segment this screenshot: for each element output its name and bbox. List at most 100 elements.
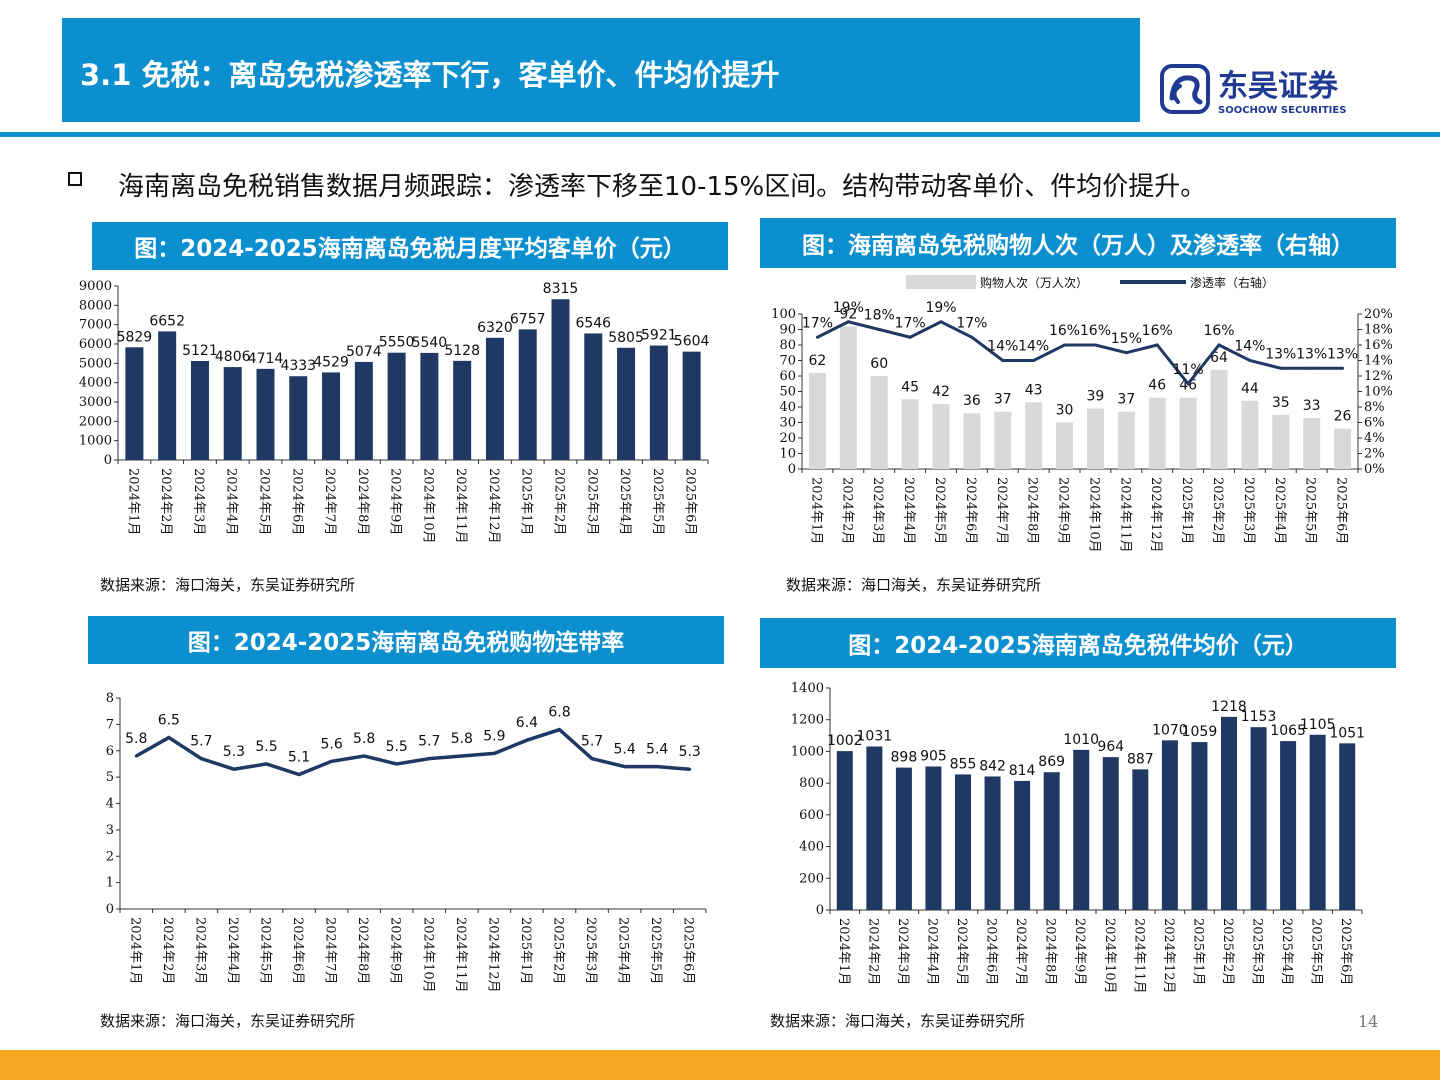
chart2-line-point — [1186, 382, 1190, 386]
chart2-y-right-tick-label: 16% — [1364, 338, 1393, 353]
chart2-bar — [1025, 402, 1043, 469]
chart3-line-point — [558, 728, 561, 732]
chart2-bar — [870, 376, 888, 469]
chart2-bar-label: 46 — [1148, 378, 1166, 394]
chart2-bar — [963, 413, 981, 469]
chart1-bar — [420, 352, 439, 460]
chart1-data-label: 5128 — [444, 343, 480, 359]
chart1-data-label: 4806 — [215, 349, 251, 365]
chart2-y-right-tick-label: 12% — [1364, 369, 1393, 384]
chart3-x-tick-label: 2024年11月 — [453, 917, 468, 993]
chart2-x-tick-label: 2024年2月 — [839, 477, 854, 544]
chart3-data-label: 5.4 — [613, 742, 635, 758]
chart2-line-label: 17% — [895, 315, 926, 331]
chart3-x-tick-label: 2024年6月 — [290, 917, 305, 984]
chart1-data-label: 5829 — [117, 329, 153, 345]
chart2-y-right-tick-label: 2% — [1364, 447, 1385, 462]
chart1-bar — [387, 352, 406, 460]
chart2-legend-bar-label: 购物人次（万人次） — [980, 275, 1088, 290]
chart3-line-point — [460, 754, 464, 758]
chart3-x-tick-label: 2024年4月 — [225, 917, 240, 984]
chart1-y-tick-label: 7000 — [79, 318, 112, 333]
chart3-x-tick-label: 2024年10月 — [420, 917, 435, 993]
chart4-data-label: 1059 — [1182, 724, 1218, 740]
chart4-y-tick-label: 1200 — [791, 713, 824, 728]
chart4-x-tick-label: 2024年2月 — [865, 918, 880, 985]
chart1-x-tick-label: 2024年7月 — [322, 468, 337, 535]
chart2-y-left-tick-label: 90 — [779, 323, 796, 338]
chart4-data-label: 842 — [979, 758, 1006, 774]
chart2-line-label: 14% — [1234, 339, 1265, 355]
chart2-line-label: 17% — [956, 315, 987, 331]
chart2-bar — [994, 411, 1012, 469]
chart1-data-label: 5604 — [674, 334, 710, 350]
chart2-line-label: 16% — [1142, 323, 1173, 339]
chart3-line-point — [623, 765, 627, 769]
chart1-y-tick-label: 8000 — [79, 298, 112, 313]
chart2-line-label: 16% — [1049, 323, 1080, 339]
chart2-x-tick-label: 2025年6月 — [1334, 477, 1349, 544]
chart2-x-tick-label: 2024年10月 — [1086, 477, 1101, 553]
chart4-x-tick-label: 2024年12月 — [1161, 918, 1176, 994]
chart4-bar — [895, 767, 912, 910]
chart1-x-tick-label: 2024年10月 — [420, 468, 435, 544]
chart1-x-tick-label: 2024年11月 — [453, 468, 468, 544]
chart2-line-point — [1279, 366, 1283, 370]
chart2-x-tick-label: 2024年3月 — [870, 477, 885, 544]
chart4-x-tick-label: 2024年9月 — [1072, 918, 1087, 985]
chart2-line-point — [1155, 343, 1159, 347]
soochow-logo-icon: 东吴证券 SOOCHOW SECURITIES — [1160, 64, 1346, 116]
chart4-data-label: 1070 — [1152, 722, 1188, 738]
chart2-penetration-line — [816, 320, 1343, 387]
chart3-data-label: 5.1 — [288, 749, 310, 765]
chart3-line-point — [590, 757, 594, 761]
chart2-bar — [1272, 414, 1290, 469]
chart2-x-tick-label: 2024年1月 — [808, 477, 823, 544]
chart3-line-point — [688, 767, 692, 771]
chart4-title: 图：2024-2025海南离岛免税件均价（元） — [760, 618, 1396, 668]
chart3-line-point — [395, 762, 399, 766]
chart2-bar — [1334, 428, 1352, 469]
chart3-y-tick-label: 4 — [106, 797, 114, 812]
chart4-x-tick-label: 2024年7月 — [1013, 918, 1028, 985]
chart3-line-point — [297, 772, 301, 776]
chart4-x-tick-label: 2024年1月 — [836, 918, 851, 985]
brand-name-en: SOOCHOW SECURITIES — [1218, 105, 1346, 116]
chart2-y-left-tick-label: 30 — [779, 416, 796, 431]
chart2-y-left-tick-label: 20 — [779, 431, 796, 446]
chart4-y-tick-label: 1400 — [791, 681, 824, 696]
chart1-bar — [453, 360, 472, 460]
chart3-data-label: 6.4 — [516, 715, 538, 731]
chart1-data-label: 6320 — [477, 320, 513, 336]
chart1-y-tick-label: 6000 — [79, 337, 112, 352]
chart4-x-tick-label: 2024年10月 — [1102, 918, 1117, 994]
chart1-x-tick-label: 2024年2月 — [158, 468, 173, 535]
chart3-line-point — [265, 762, 268, 766]
chart1-bar — [158, 331, 177, 460]
chart2-line-label: 19% — [925, 300, 956, 316]
chart4-data-label: 1218 — [1211, 699, 1247, 715]
chart3-x-tick-label: 2024年7月 — [323, 917, 338, 984]
chart2-y-left-tick-label: 0 — [788, 462, 796, 477]
chart4-y-tick-label: 400 — [799, 840, 824, 855]
chart2-line-label: 13% — [1327, 346, 1358, 362]
chart4-y-tick-label: 1000 — [791, 744, 824, 759]
chart4-bar — [1073, 749, 1090, 910]
chart2-x-tick-label: 2025年1月 — [1179, 477, 1194, 544]
chart3-x-tick-label: 2025年4月 — [616, 917, 631, 984]
page-title: 3.1 免税：离岛免税渗透率下行，客单价、件均价提升 — [80, 58, 780, 92]
chart3-x-tick-label: 2024年2月 — [160, 917, 175, 984]
chart2-y-left-tick-label: 70 — [779, 354, 796, 369]
chart3-y-tick-label: 8 — [106, 691, 114, 706]
chart2-y-right-tick-label: 20% — [1364, 307, 1393, 322]
chart2-x-tick-label: 2024年8月 — [1025, 477, 1040, 544]
chart3-source: 数据来源：海口海关，东吴证券研究所 — [100, 1012, 356, 1030]
chart4-data-label: 869 — [1038, 754, 1065, 770]
chart2-bar — [1241, 400, 1259, 469]
bullet-text: 海南离岛免税销售数据月频跟踪：渗透率下移至10-15%区间。结构带动客单价、件均… — [118, 172, 1207, 202]
chart3-line-point — [655, 765, 659, 769]
chart2-y-left-tick-label: 60 — [779, 369, 796, 384]
chart2-bar — [901, 399, 919, 469]
chart2-y-right-tick-label: 4% — [1364, 431, 1385, 446]
